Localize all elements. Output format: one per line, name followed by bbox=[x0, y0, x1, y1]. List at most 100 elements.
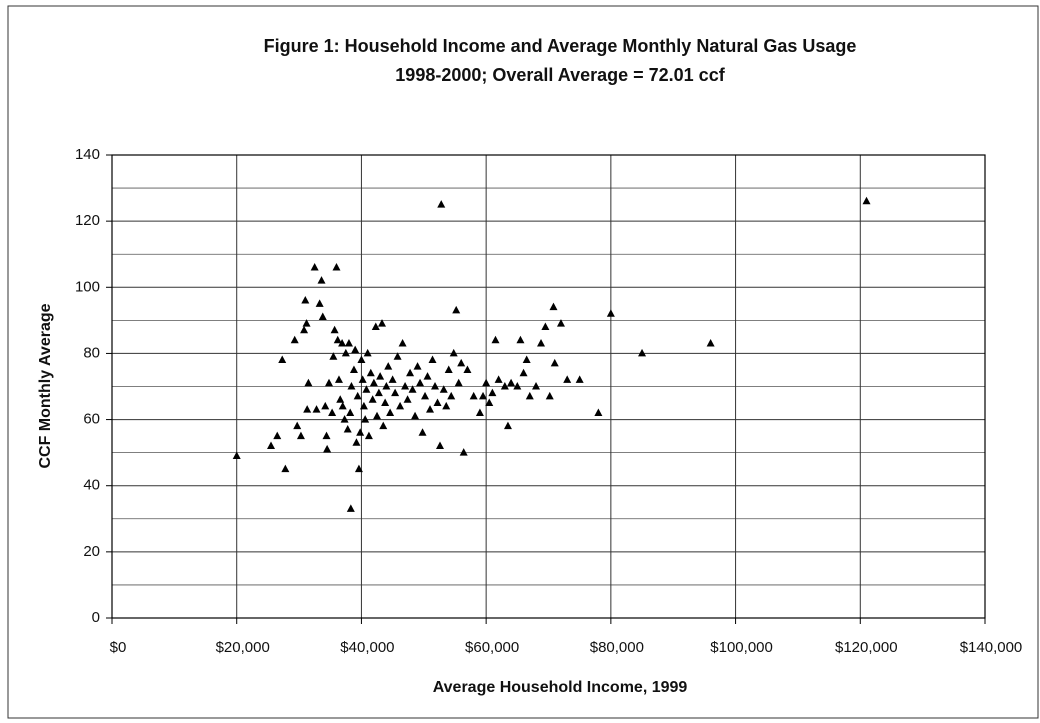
point bbox=[378, 319, 387, 327]
point bbox=[469, 391, 478, 400]
point bbox=[386, 408, 395, 416]
point bbox=[341, 348, 350, 357]
point bbox=[376, 372, 385, 380]
point bbox=[317, 276, 326, 284]
point bbox=[418, 428, 427, 436]
point bbox=[532, 382, 541, 390]
point bbox=[346, 408, 355, 416]
point bbox=[428, 355, 437, 364]
point bbox=[516, 335, 525, 344]
point bbox=[322, 431, 331, 440]
point bbox=[396, 401, 405, 410]
y-tick-label: 60 bbox=[83, 411, 100, 428]
point bbox=[413, 362, 422, 370]
x-tick-label: $0 bbox=[110, 639, 127, 656]
point bbox=[353, 391, 362, 400]
point bbox=[333, 335, 342, 344]
point bbox=[401, 382, 410, 390]
point bbox=[507, 378, 516, 387]
point bbox=[330, 325, 339, 334]
point bbox=[267, 441, 276, 450]
point bbox=[368, 395, 377, 403]
x-tick-label: $40,000 bbox=[340, 639, 394, 656]
point bbox=[373, 411, 382, 420]
point bbox=[452, 305, 461, 314]
point bbox=[343, 424, 352, 433]
x-tick-label: $120,000 bbox=[835, 639, 898, 656]
point bbox=[300, 325, 309, 334]
point bbox=[334, 375, 343, 383]
point bbox=[494, 375, 503, 383]
chart-subtitle: 1998-2000; Overall Average = 72.01 ccf bbox=[395, 65, 725, 85]
point bbox=[340, 415, 349, 423]
point bbox=[447, 391, 456, 400]
point bbox=[398, 339, 407, 347]
point bbox=[406, 368, 415, 377]
point bbox=[354, 464, 363, 473]
point bbox=[475, 408, 484, 416]
point bbox=[301, 296, 310, 304]
x-tick-label: $60,000 bbox=[465, 639, 519, 656]
point bbox=[431, 382, 440, 390]
y-tick-label: 100 bbox=[75, 278, 100, 295]
y-tick-label: 120 bbox=[75, 212, 100, 229]
point bbox=[371, 322, 380, 330]
point bbox=[366, 368, 375, 377]
point bbox=[379, 421, 388, 430]
chart-frame bbox=[7, 5, 1039, 719]
point bbox=[488, 388, 497, 397]
point bbox=[437, 200, 446, 208]
chart-title: Figure 1: Household Income and Average M… bbox=[264, 36, 857, 56]
point bbox=[606, 309, 615, 317]
point bbox=[332, 262, 341, 271]
point bbox=[421, 391, 430, 400]
point bbox=[449, 348, 458, 357]
point bbox=[416, 378, 425, 387]
point bbox=[442, 401, 451, 410]
point bbox=[545, 391, 554, 400]
point bbox=[359, 401, 368, 410]
x-axis-title: Average Household Income, 1999 bbox=[433, 679, 688, 696]
point bbox=[563, 375, 572, 383]
point bbox=[706, 339, 715, 347]
point bbox=[232, 451, 241, 459]
point bbox=[457, 358, 466, 367]
point bbox=[454, 378, 463, 387]
point bbox=[459, 448, 468, 456]
point bbox=[363, 348, 372, 357]
point bbox=[362, 385, 371, 393]
point bbox=[304, 378, 313, 387]
point bbox=[310, 262, 319, 271]
point bbox=[338, 339, 347, 347]
point bbox=[384, 362, 393, 370]
point bbox=[364, 431, 373, 440]
point bbox=[347, 382, 356, 390]
y-tick-label: 0 bbox=[92, 609, 100, 626]
point bbox=[556, 319, 565, 327]
point bbox=[296, 431, 305, 440]
point bbox=[575, 375, 584, 383]
point bbox=[336, 395, 345, 403]
point bbox=[638, 348, 647, 357]
point bbox=[444, 365, 453, 373]
y-axis-title: CCF Monthly Average bbox=[37, 303, 54, 468]
point bbox=[318, 312, 327, 321]
point bbox=[303, 405, 312, 413]
point bbox=[338, 401, 347, 410]
x-tick-label: $100,000 bbox=[710, 639, 773, 656]
point bbox=[537, 339, 546, 347]
point bbox=[382, 382, 391, 390]
point bbox=[403, 395, 412, 403]
point bbox=[479, 391, 488, 400]
point bbox=[325, 378, 334, 387]
point bbox=[503, 421, 512, 430]
point bbox=[391, 388, 400, 397]
point bbox=[315, 299, 324, 307]
point bbox=[513, 382, 522, 390]
point bbox=[433, 398, 442, 407]
point bbox=[862, 196, 871, 205]
point bbox=[435, 441, 444, 450]
point bbox=[321, 401, 330, 410]
point bbox=[439, 385, 448, 393]
